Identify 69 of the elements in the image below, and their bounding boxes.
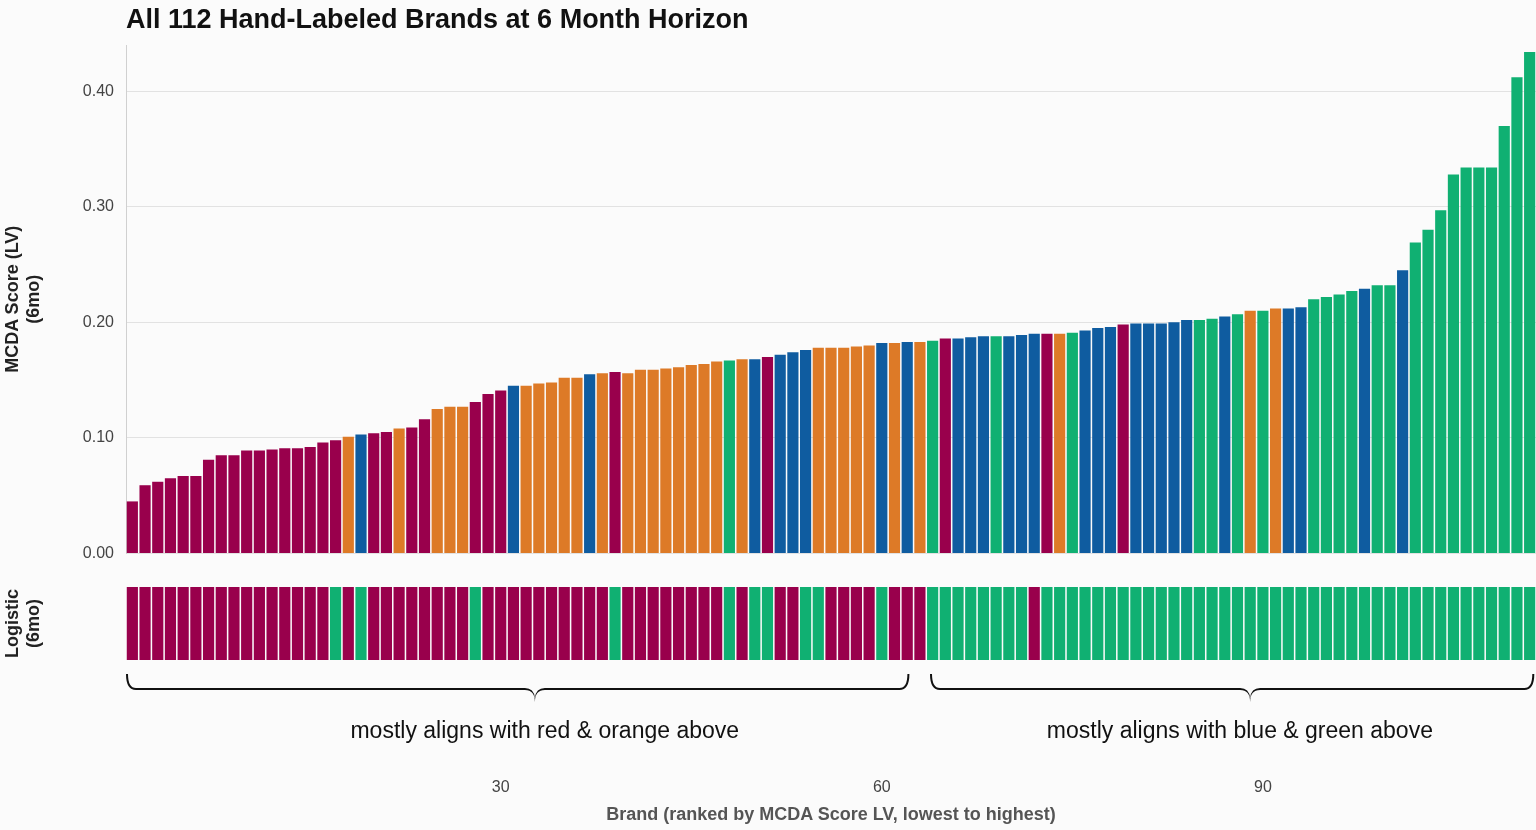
bar <box>1358 288 1371 553</box>
bar <box>1028 333 1040 553</box>
bar <box>723 360 735 553</box>
x-tick-label: 90 <box>1253 778 1272 796</box>
bar <box>393 428 405 553</box>
bar <box>1219 316 1231 553</box>
bar <box>1308 299 1320 553</box>
bar <box>1320 296 1332 553</box>
y-axis-title: Logistic (6mo) <box>1 588 44 659</box>
y-tick-label: 0.20 <box>82 312 115 330</box>
bar <box>507 385 520 553</box>
bar <box>202 459 215 553</box>
bar <box>736 359 748 553</box>
bar <box>1244 310 1256 553</box>
chart-title: All 112 Hand-Labeled Brands at 6 Month Horizon <box>126 4 749 35</box>
bar <box>1270 308 1282 553</box>
bar <box>622 373 634 553</box>
bar <box>749 359 761 553</box>
bar <box>1117 324 1129 553</box>
bar <box>1257 310 1269 553</box>
bar <box>1397 270 1409 553</box>
bar <box>355 434 367 553</box>
x-tick-label: 60 <box>872 778 891 796</box>
bar <box>863 345 875 553</box>
bar <box>888 343 901 553</box>
bar <box>1447 174 1460 553</box>
bar <box>850 346 862 553</box>
x-axis-title: Brand (ranked by MCDA Score LV, lowest to highest) <box>606 804 1056 825</box>
text: mostly aligns with blue & green above <box>1046 717 1433 744</box>
bar <box>1485 167 1498 553</box>
bar <box>1066 332 1078 553</box>
bar <box>1231 314 1244 553</box>
x-tick-label: 30 <box>491 778 510 796</box>
bar <box>1015 335 1028 553</box>
bar <box>761 356 774 553</box>
bar <box>418 419 431 553</box>
bar <box>164 478 177 553</box>
bar <box>939 338 951 553</box>
bar <box>927 340 939 553</box>
bar <box>901 341 913 553</box>
bar <box>672 367 685 553</box>
bar <box>406 427 418 553</box>
bar <box>800 350 812 553</box>
bar <box>609 371 621 553</box>
y-axis-title: MCDA Score (LV) (6mo) <box>1 225 44 373</box>
bar <box>368 433 380 553</box>
bar <box>596 373 608 553</box>
y-tick-label: 0.30 <box>82 197 115 215</box>
bar <box>1041 333 1053 553</box>
bar <box>914 341 926 553</box>
bar <box>876 343 888 553</box>
bar <box>1130 323 1142 553</box>
bar <box>1104 326 1117 553</box>
bar <box>545 382 558 553</box>
bar <box>977 336 990 553</box>
bar <box>634 369 647 553</box>
bar <box>291 448 304 553</box>
bar <box>990 336 1002 553</box>
y-tick-label: 0.10 <box>82 428 115 446</box>
bar <box>1142 323 1155 553</box>
text: mostly aligns with red & orange above <box>350 717 740 744</box>
bar <box>584 374 596 553</box>
y-tick-label: 0.00 <box>82 543 115 561</box>
y-tick-label: 0.40 <box>82 81 115 99</box>
bar <box>1054 333 1066 553</box>
bar <box>380 432 392 553</box>
bar <box>1003 336 1015 553</box>
bar <box>330 440 342 553</box>
bar <box>342 436 354 553</box>
